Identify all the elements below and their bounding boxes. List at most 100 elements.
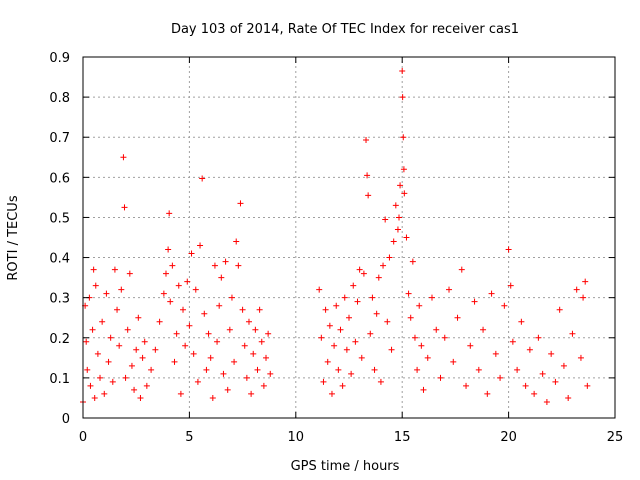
data-point: [454, 314, 461, 321]
data-point: [346, 314, 352, 321]
y-tick-labels: 0 0.1 0.2 0.3 0.4 0.5 0.6 0.7 0.8 0.9: [49, 51, 70, 427]
data-point: [90, 266, 97, 273]
data-point: [165, 246, 172, 253]
data-point: [177, 390, 184, 397]
data-point: [137, 394, 144, 401]
data-point: [143, 382, 150, 389]
data-point: [392, 202, 399, 209]
data-point: [83, 338, 90, 345]
data-point: [397, 182, 404, 189]
data-point: [126, 270, 133, 277]
data-point: [128, 362, 135, 369]
data-point: [341, 294, 348, 301]
data-point: [543, 398, 550, 405]
data-point: [539, 370, 546, 377]
data-point: [124, 326, 131, 333]
plot-frame: [82, 56, 616, 419]
data-point: [224, 386, 231, 393]
data-point: [97, 374, 104, 381]
data-point: [363, 137, 370, 144]
data-point: [260, 382, 267, 389]
data-point: [437, 374, 444, 381]
data-point: [331, 342, 338, 349]
data-point: [497, 374, 504, 381]
data-point: [380, 262, 387, 269]
data-point: [467, 342, 474, 349]
data-point: [394, 226, 401, 233]
data-point: [518, 318, 525, 325]
data-point: [194, 378, 201, 385]
data-point: [399, 94, 406, 101]
x-tick-label: 0: [79, 430, 87, 445]
data-point: [405, 290, 412, 297]
data-point: [382, 216, 389, 223]
y-tick-label: 0.4: [49, 252, 70, 267]
data-point: [133, 346, 140, 353]
data-point: [337, 326, 344, 333]
y-tick-label: 0.2: [49, 332, 70, 347]
data-point: [173, 330, 180, 337]
data-point: [352, 338, 359, 345]
data-point: [531, 390, 538, 397]
data-point: [371, 366, 378, 373]
data-point: [416, 302, 423, 309]
data-point: [243, 374, 250, 381]
data-point: [400, 134, 407, 141]
data-point: [231, 358, 238, 365]
data-point: [428, 294, 435, 301]
y-tick-label: 0.9: [49, 51, 70, 66]
data-point: [237, 200, 244, 207]
data-point: [552, 378, 559, 385]
data-point: [358, 354, 365, 361]
data-point: [166, 210, 173, 217]
data-point: [475, 366, 482, 373]
data-point: [535, 334, 542, 341]
data-point: [222, 258, 229, 265]
data-point: [463, 382, 470, 389]
data-point: [522, 382, 529, 389]
data-point: [252, 326, 259, 333]
data-point: [226, 326, 233, 333]
data-point: [235, 262, 242, 269]
data-point: [354, 298, 361, 305]
data-point: [139, 354, 146, 361]
y-tick-label: 0.3: [49, 292, 70, 307]
data-point: [384, 318, 391, 325]
data-point: [116, 342, 123, 349]
data-point: [162, 270, 169, 277]
data-point: [182, 342, 189, 349]
data-point: [109, 378, 116, 385]
data-point: [107, 334, 114, 341]
data-point: [114, 306, 121, 313]
data-point: [211, 262, 218, 269]
data-point: [141, 338, 148, 345]
data-point: [409, 258, 416, 265]
data-point: [560, 362, 567, 369]
data-point: [471, 298, 478, 305]
data-point: [548, 350, 555, 357]
x-axis-label: GPS time / hours: [291, 459, 400, 474]
y-tick-label: 0.5: [49, 211, 70, 226]
data-point: [388, 346, 395, 353]
data-point: [101, 390, 108, 397]
data-point: [335, 366, 342, 373]
data-point: [220, 370, 227, 377]
data-point: [167, 298, 174, 305]
data-point: [209, 394, 216, 401]
data-point: [390, 238, 397, 245]
data-point: [84, 366, 91, 373]
data-point: [256, 306, 263, 313]
data-point: [87, 382, 94, 389]
data-point: [492, 350, 499, 357]
data-point: [322, 306, 329, 313]
data-point: [169, 262, 176, 269]
data-point: [214, 338, 221, 345]
data-point: [111, 266, 118, 273]
data-point: [320, 378, 327, 385]
data-point: [190, 350, 197, 357]
data-point: [239, 306, 246, 313]
data-point: [403, 234, 410, 241]
data-point: [120, 154, 127, 161]
data-point: [348, 370, 355, 377]
data-point: [411, 334, 418, 341]
